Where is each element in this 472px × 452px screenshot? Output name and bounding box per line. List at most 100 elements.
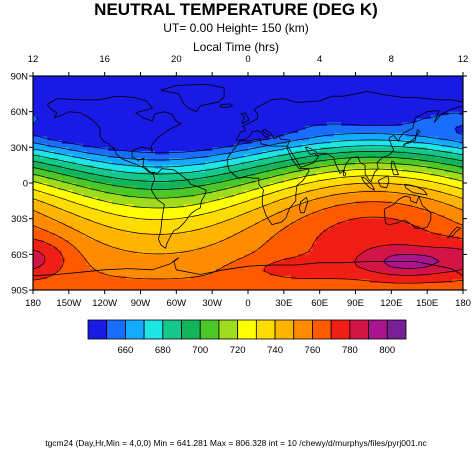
field-cell — [377, 83, 382, 88]
field-cell — [83, 86, 88, 91]
field-cell — [405, 79, 410, 84]
field-cell — [262, 193, 267, 198]
field-cell — [86, 140, 91, 145]
field-cell — [33, 161, 38, 166]
field-cell — [197, 154, 203, 159]
field-cell — [430, 125, 435, 131]
field-cell — [83, 133, 88, 138]
field-cell — [330, 86, 335, 91]
field-cell — [248, 136, 253, 141]
field-cell — [291, 207, 296, 213]
field-cell — [212, 97, 217, 102]
field-cell — [154, 79, 160, 84]
field-cell — [154, 76, 160, 81]
field-cell — [169, 143, 174, 148]
field-cell — [409, 83, 414, 88]
field-cell — [445, 129, 450, 134]
field-cell — [151, 108, 156, 113]
field-cell — [427, 179, 432, 184]
field-cell — [165, 147, 170, 152]
field-cell — [65, 143, 70, 148]
field-cell — [33, 143, 38, 148]
field-cell — [323, 183, 328, 188]
field-cell — [129, 179, 134, 184]
field-cell — [144, 193, 149, 198]
field-cell — [341, 207, 346, 213]
field-cell — [280, 129, 285, 134]
field-cell — [50, 147, 56, 152]
field-cell — [101, 179, 106, 184]
field-cell — [230, 100, 235, 106]
field-cell — [359, 83, 364, 88]
field-cell — [219, 154, 224, 159]
field-cell — [147, 93, 152, 99]
field-cell — [115, 186, 120, 191]
field-cell — [251, 186, 256, 191]
field-cell — [319, 136, 324, 141]
field-cell — [366, 165, 371, 170]
field-cell — [348, 147, 353, 152]
field-cell — [326, 207, 332, 213]
field-cell — [377, 108, 382, 113]
field-cell — [394, 207, 400, 213]
field-cell — [97, 100, 102, 106]
field-cell — [402, 76, 407, 81]
field-cell — [61, 218, 66, 223]
field-cell — [334, 79, 339, 84]
field-cell — [437, 115, 443, 120]
field-cell — [312, 115, 317, 120]
field-cell — [147, 190, 152, 195]
field-cell — [101, 100, 106, 106]
field-cell — [40, 147, 45, 152]
field-cell — [140, 83, 145, 88]
field-cell — [162, 215, 167, 220]
field-cell — [79, 197, 84, 202]
field-cell — [126, 93, 131, 99]
field-cell — [441, 125, 446, 131]
field-cell — [276, 108, 281, 113]
field-cell — [76, 197, 81, 202]
field-cell — [119, 118, 124, 123]
field-cell — [165, 183, 170, 188]
field-cell — [291, 104, 296, 109]
field-cell — [312, 122, 317, 127]
field-cell — [179, 122, 185, 127]
field-cell — [147, 97, 152, 102]
field-cell — [86, 200, 91, 206]
field-cell — [384, 76, 389, 81]
field-cell — [93, 154, 99, 159]
field-cell — [283, 115, 289, 120]
field-cell — [133, 133, 138, 138]
field-cell — [158, 93, 163, 99]
field-cell — [158, 200, 163, 206]
field-cell — [115, 218, 120, 223]
field-cell — [445, 86, 450, 91]
field-cell — [427, 100, 432, 106]
field-cell — [287, 197, 292, 202]
field-cell — [237, 143, 242, 148]
field-cell — [262, 158, 267, 163]
field-cell — [394, 200, 400, 206]
field-cell — [233, 97, 238, 102]
field-cell — [208, 93, 213, 99]
field-cell — [43, 150, 48, 156]
field-cell — [222, 125, 228, 131]
field-cell — [97, 200, 102, 206]
field-cell — [86, 172, 91, 177]
field-cell — [248, 100, 253, 106]
field-cell — [162, 161, 167, 166]
field-cell — [434, 193, 439, 198]
field-cell — [97, 150, 102, 156]
field-cell — [226, 100, 231, 106]
field-cell — [269, 118, 274, 123]
field-cell — [230, 125, 235, 131]
field-cell — [115, 183, 120, 188]
field-cell — [54, 125, 59, 131]
field-cell — [301, 111, 306, 116]
field-cell — [33, 158, 38, 163]
field-cell — [420, 218, 425, 223]
field-cell — [323, 125, 328, 131]
field-cell — [133, 86, 138, 91]
field-cell — [76, 133, 81, 138]
field-cell — [255, 125, 260, 131]
